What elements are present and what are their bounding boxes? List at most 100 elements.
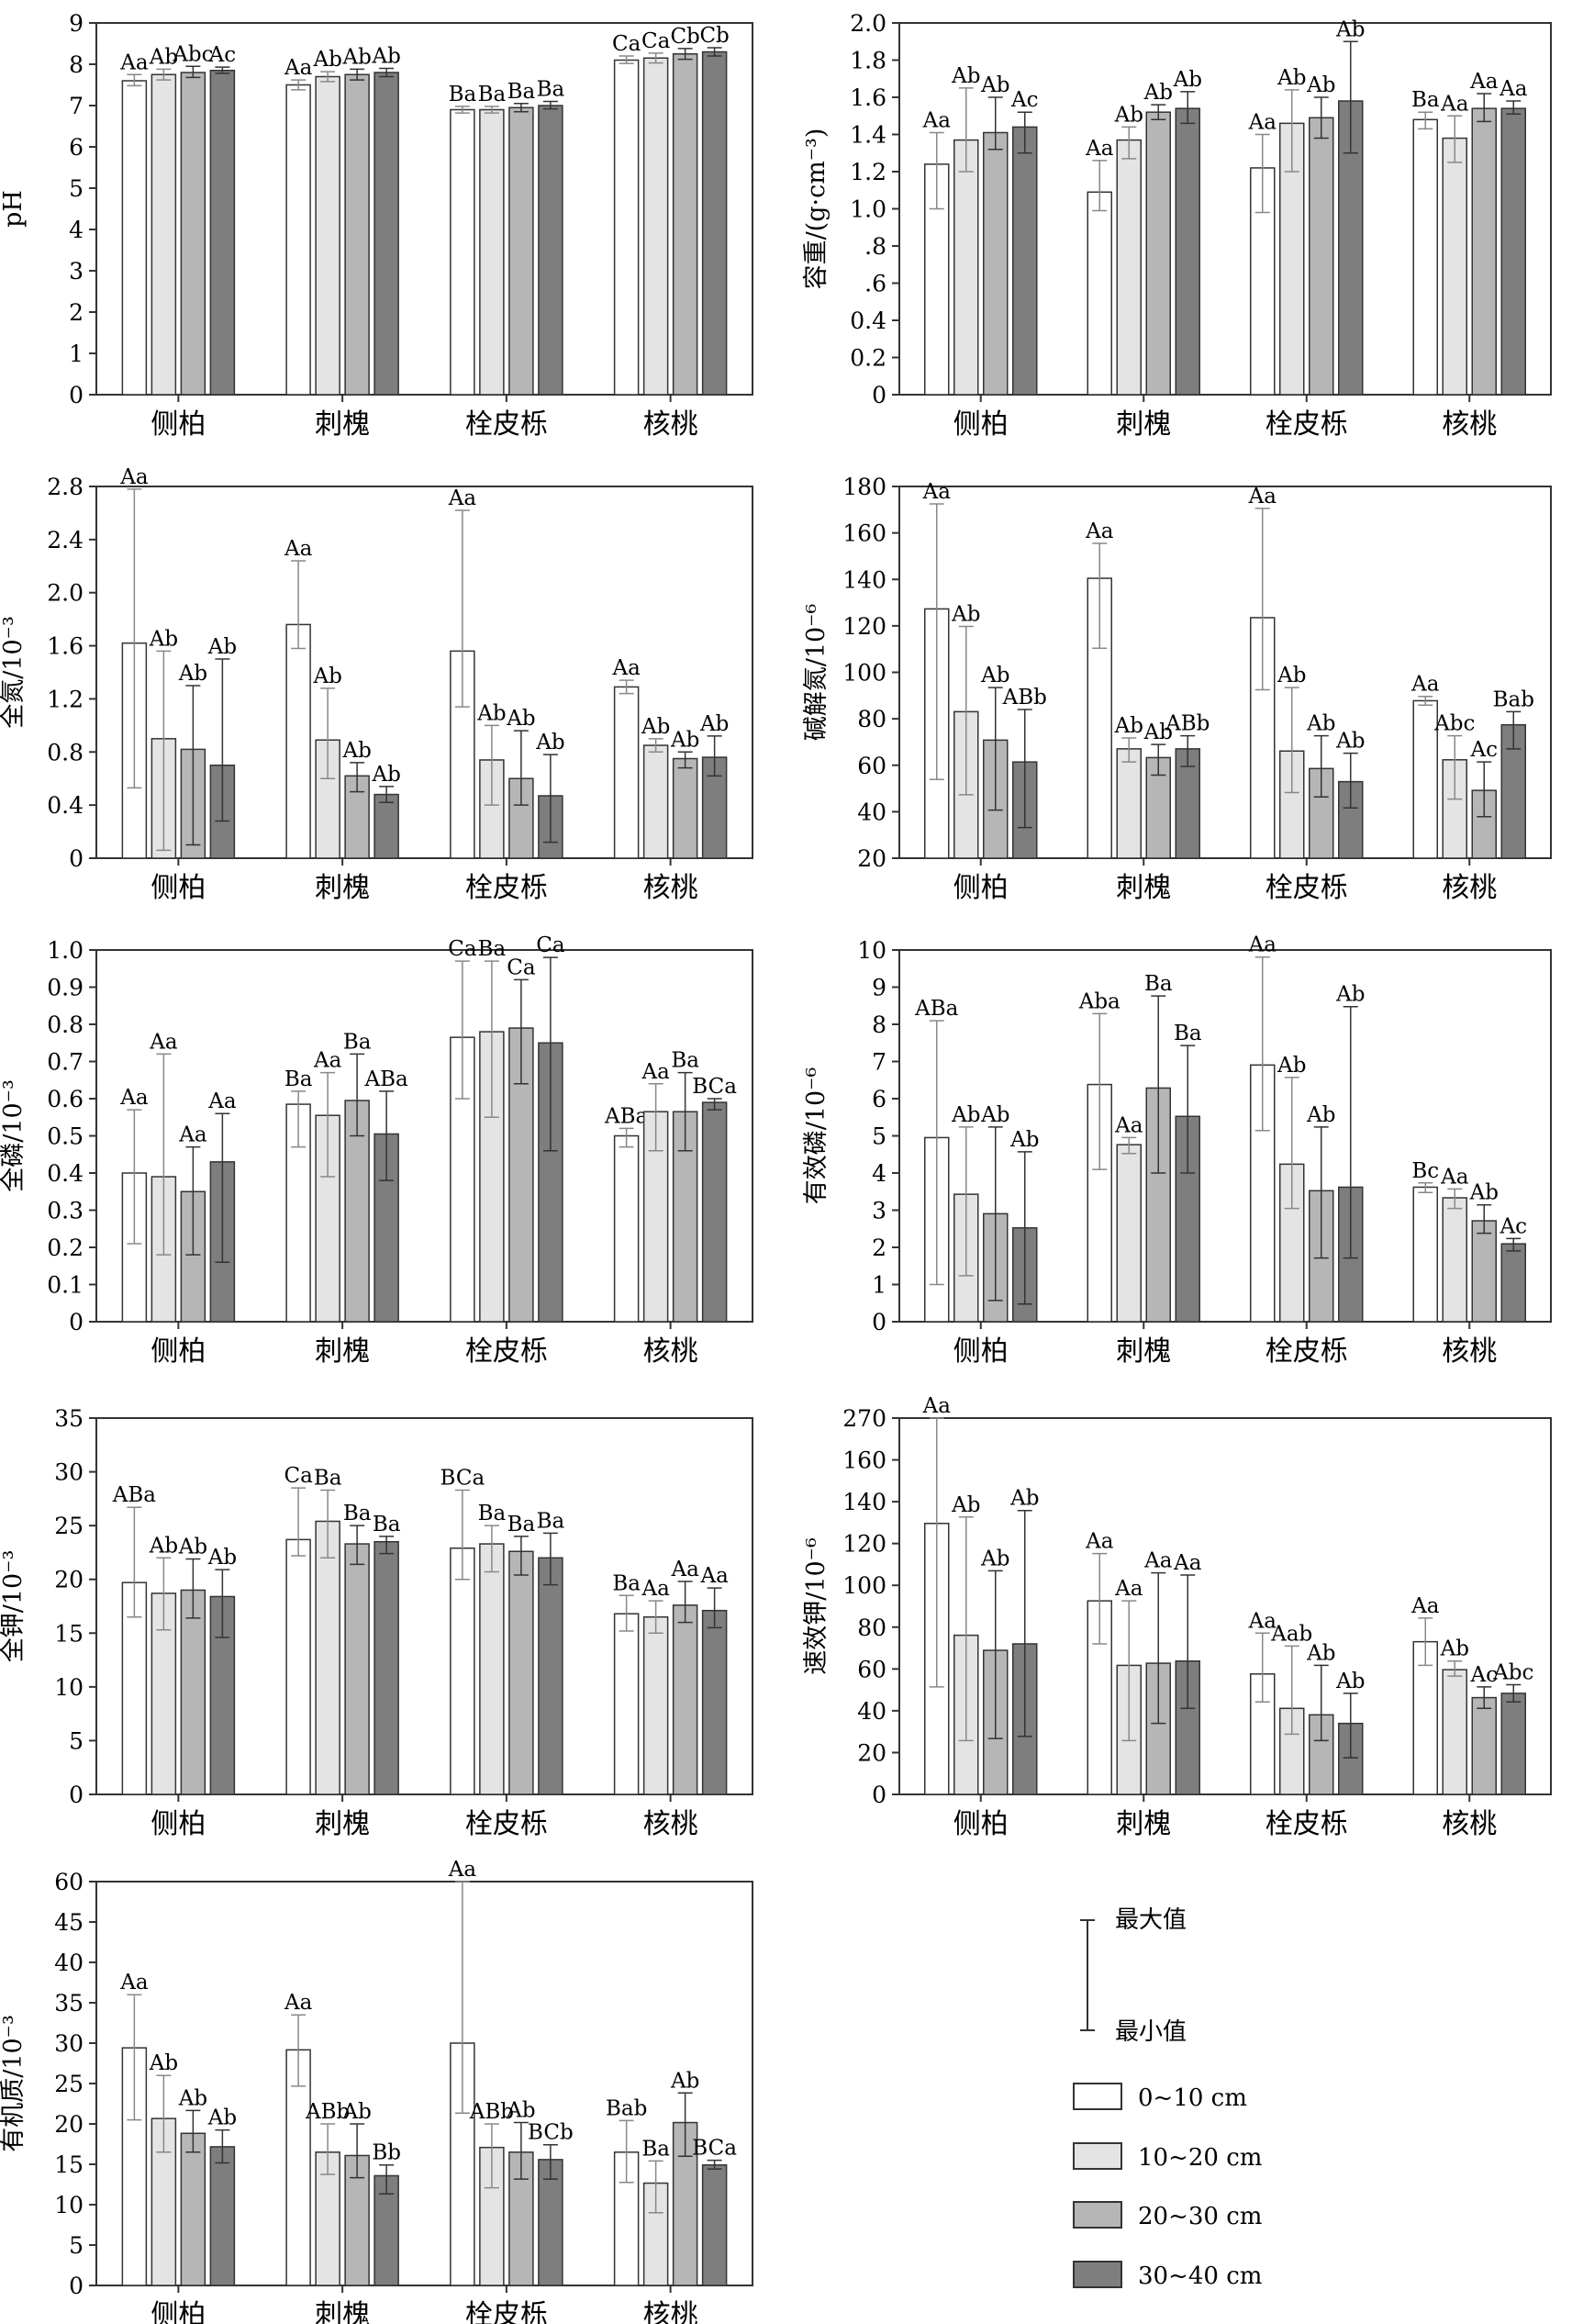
bar	[613, 1134, 640, 1323]
bar	[701, 1101, 728, 1323]
y-tick-label: 0.3	[47, 1198, 84, 1224]
y-tick-label: 1.0	[47, 937, 84, 964]
significance-label: Ca	[536, 933, 565, 957]
significance-label: Ab	[312, 665, 341, 688]
x-category-label: 侧柏	[953, 1808, 1009, 1840]
bar	[983, 131, 1009, 396]
y-tick-label: 1.6	[850, 84, 886, 111]
significance-label: Ab	[149, 627, 178, 651]
y-tick-label: 2.8	[47, 474, 84, 500]
y-axis-label: 全磷/10⁻³	[0, 1079, 28, 1192]
x-category-label: 核桃	[1442, 408, 1497, 441]
x-category-label: 栓皮栎	[465, 872, 548, 904]
x-category-label: 栓皮栎	[1265, 1808, 1348, 1840]
significance-label: Aa	[119, 1971, 149, 1994]
significance-label: Ab	[312, 48, 341, 72]
significance-label: Ab	[149, 45, 178, 69]
bar	[613, 1613, 640, 1795]
y-tick-label: 2	[69, 299, 84, 326]
significance-label: Bab	[606, 2096, 647, 2120]
significance-label: Aba	[1078, 989, 1120, 1013]
bar	[373, 1133, 399, 1323]
plot-frame	[95, 486, 753, 859]
y-axis-label: 速效钾/10⁻⁶	[802, 1537, 831, 1675]
bar	[701, 1609, 728, 1795]
legend-range-key: 最大值 最小值	[1080, 1906, 1187, 2046]
bar	[373, 1540, 399, 1795]
significance-label: Aa	[1248, 111, 1277, 135]
significance-label: Ab	[1306, 712, 1335, 736]
significance-label: BCa	[692, 2137, 737, 2161]
y-tick-label: 0	[69, 382, 84, 408]
significance-label: Ab	[178, 662, 207, 686]
y-tick-label: 1	[69, 341, 84, 367]
bar	[672, 53, 698, 396]
y-tick-label: 60	[54, 1869, 84, 1895]
significance-label: Ba	[671, 1049, 699, 1073]
bar	[315, 75, 340, 396]
bar	[344, 73, 370, 396]
significance-label: Ca	[448, 937, 477, 961]
x-category-label: 栓皮栎	[1265, 872, 1348, 904]
y-tick-label: .8	[864, 233, 886, 260]
significance-label: Ab	[371, 45, 400, 69]
y-tick-label: 5	[69, 1727, 84, 1754]
bar	[1412, 118, 1438, 396]
chart-available-potassium: 020406080100120140160270速效钾/10⁻⁶侧柏AaAbAb…	[802, 1394, 1552, 1840]
y-tick-label: 160	[842, 520, 886, 547]
y-tick-label: 45	[54, 1909, 84, 1936]
x-category-label: 栓皮栎	[465, 2299, 548, 2324]
significance-label: Aa	[1173, 1551, 1202, 1575]
y-tick-label: 0.9	[47, 975, 84, 1001]
significance-label: Ba	[478, 1502, 507, 1525]
y-tick-label: 10	[54, 2192, 84, 2218]
significance-label: Ab	[980, 664, 1009, 687]
y-tick-label: 0.4	[850, 307, 886, 334]
significance-label: Ab	[506, 707, 535, 731]
y-tick-label: 60	[857, 1656, 886, 1682]
y-tick-label: 0	[872, 382, 886, 408]
bar	[285, 623, 311, 859]
significance-label: Ac	[208, 43, 237, 67]
y-tick-label: 0.5	[47, 1123, 84, 1150]
x-category-label: 核桃	[643, 2299, 698, 2324]
significance-label: Aab	[1270, 1622, 1312, 1646]
bar	[450, 1547, 475, 1795]
significance-label: Ab	[1277, 664, 1306, 687]
significance-label: Ba	[314, 1466, 342, 1490]
y-tick-label: 180	[842, 474, 886, 500]
y-tick-label: 10	[857, 937, 886, 964]
significance-label: Aa	[922, 480, 952, 504]
significance-label: Ba	[1144, 972, 1173, 996]
bar	[344, 1543, 370, 1795]
significance-label: Ab	[951, 64, 980, 88]
y-tick-label: 7	[69, 93, 84, 119]
significance-label: Ba	[449, 83, 477, 106]
significance-label: Aa	[699, 1564, 729, 1588]
y-tick-label: 140	[842, 1489, 886, 1515]
significance-label: Ab	[1306, 1641, 1335, 1665]
y-tick-label: 0	[69, 1782, 84, 1808]
y-tick-label: 0.4	[47, 1160, 84, 1187]
bar	[344, 1100, 370, 1323]
bar	[1250, 617, 1276, 859]
significance-label: Ab	[670, 728, 699, 752]
significance-label: Ab	[178, 1535, 207, 1559]
bar	[373, 72, 399, 396]
significance-label: Aa	[1085, 520, 1114, 543]
bar	[1250, 1673, 1276, 1795]
y-tick-label: 15	[54, 1620, 84, 1647]
significance-label: Cb	[699, 24, 729, 48]
significance-label: Ab	[207, 1546, 237, 1570]
bar	[701, 2163, 728, 2286]
bar	[1442, 1669, 1467, 1795]
y-tick-label: 1.4	[850, 122, 886, 149]
x-category-label: 侧柏	[151, 1335, 206, 1368]
significance-label: Ba	[343, 1502, 372, 1525]
bar	[672, 757, 698, 859]
significance-label: Aa	[922, 108, 952, 132]
bar	[613, 59, 640, 396]
y-tick-label: 1.6	[47, 633, 84, 660]
